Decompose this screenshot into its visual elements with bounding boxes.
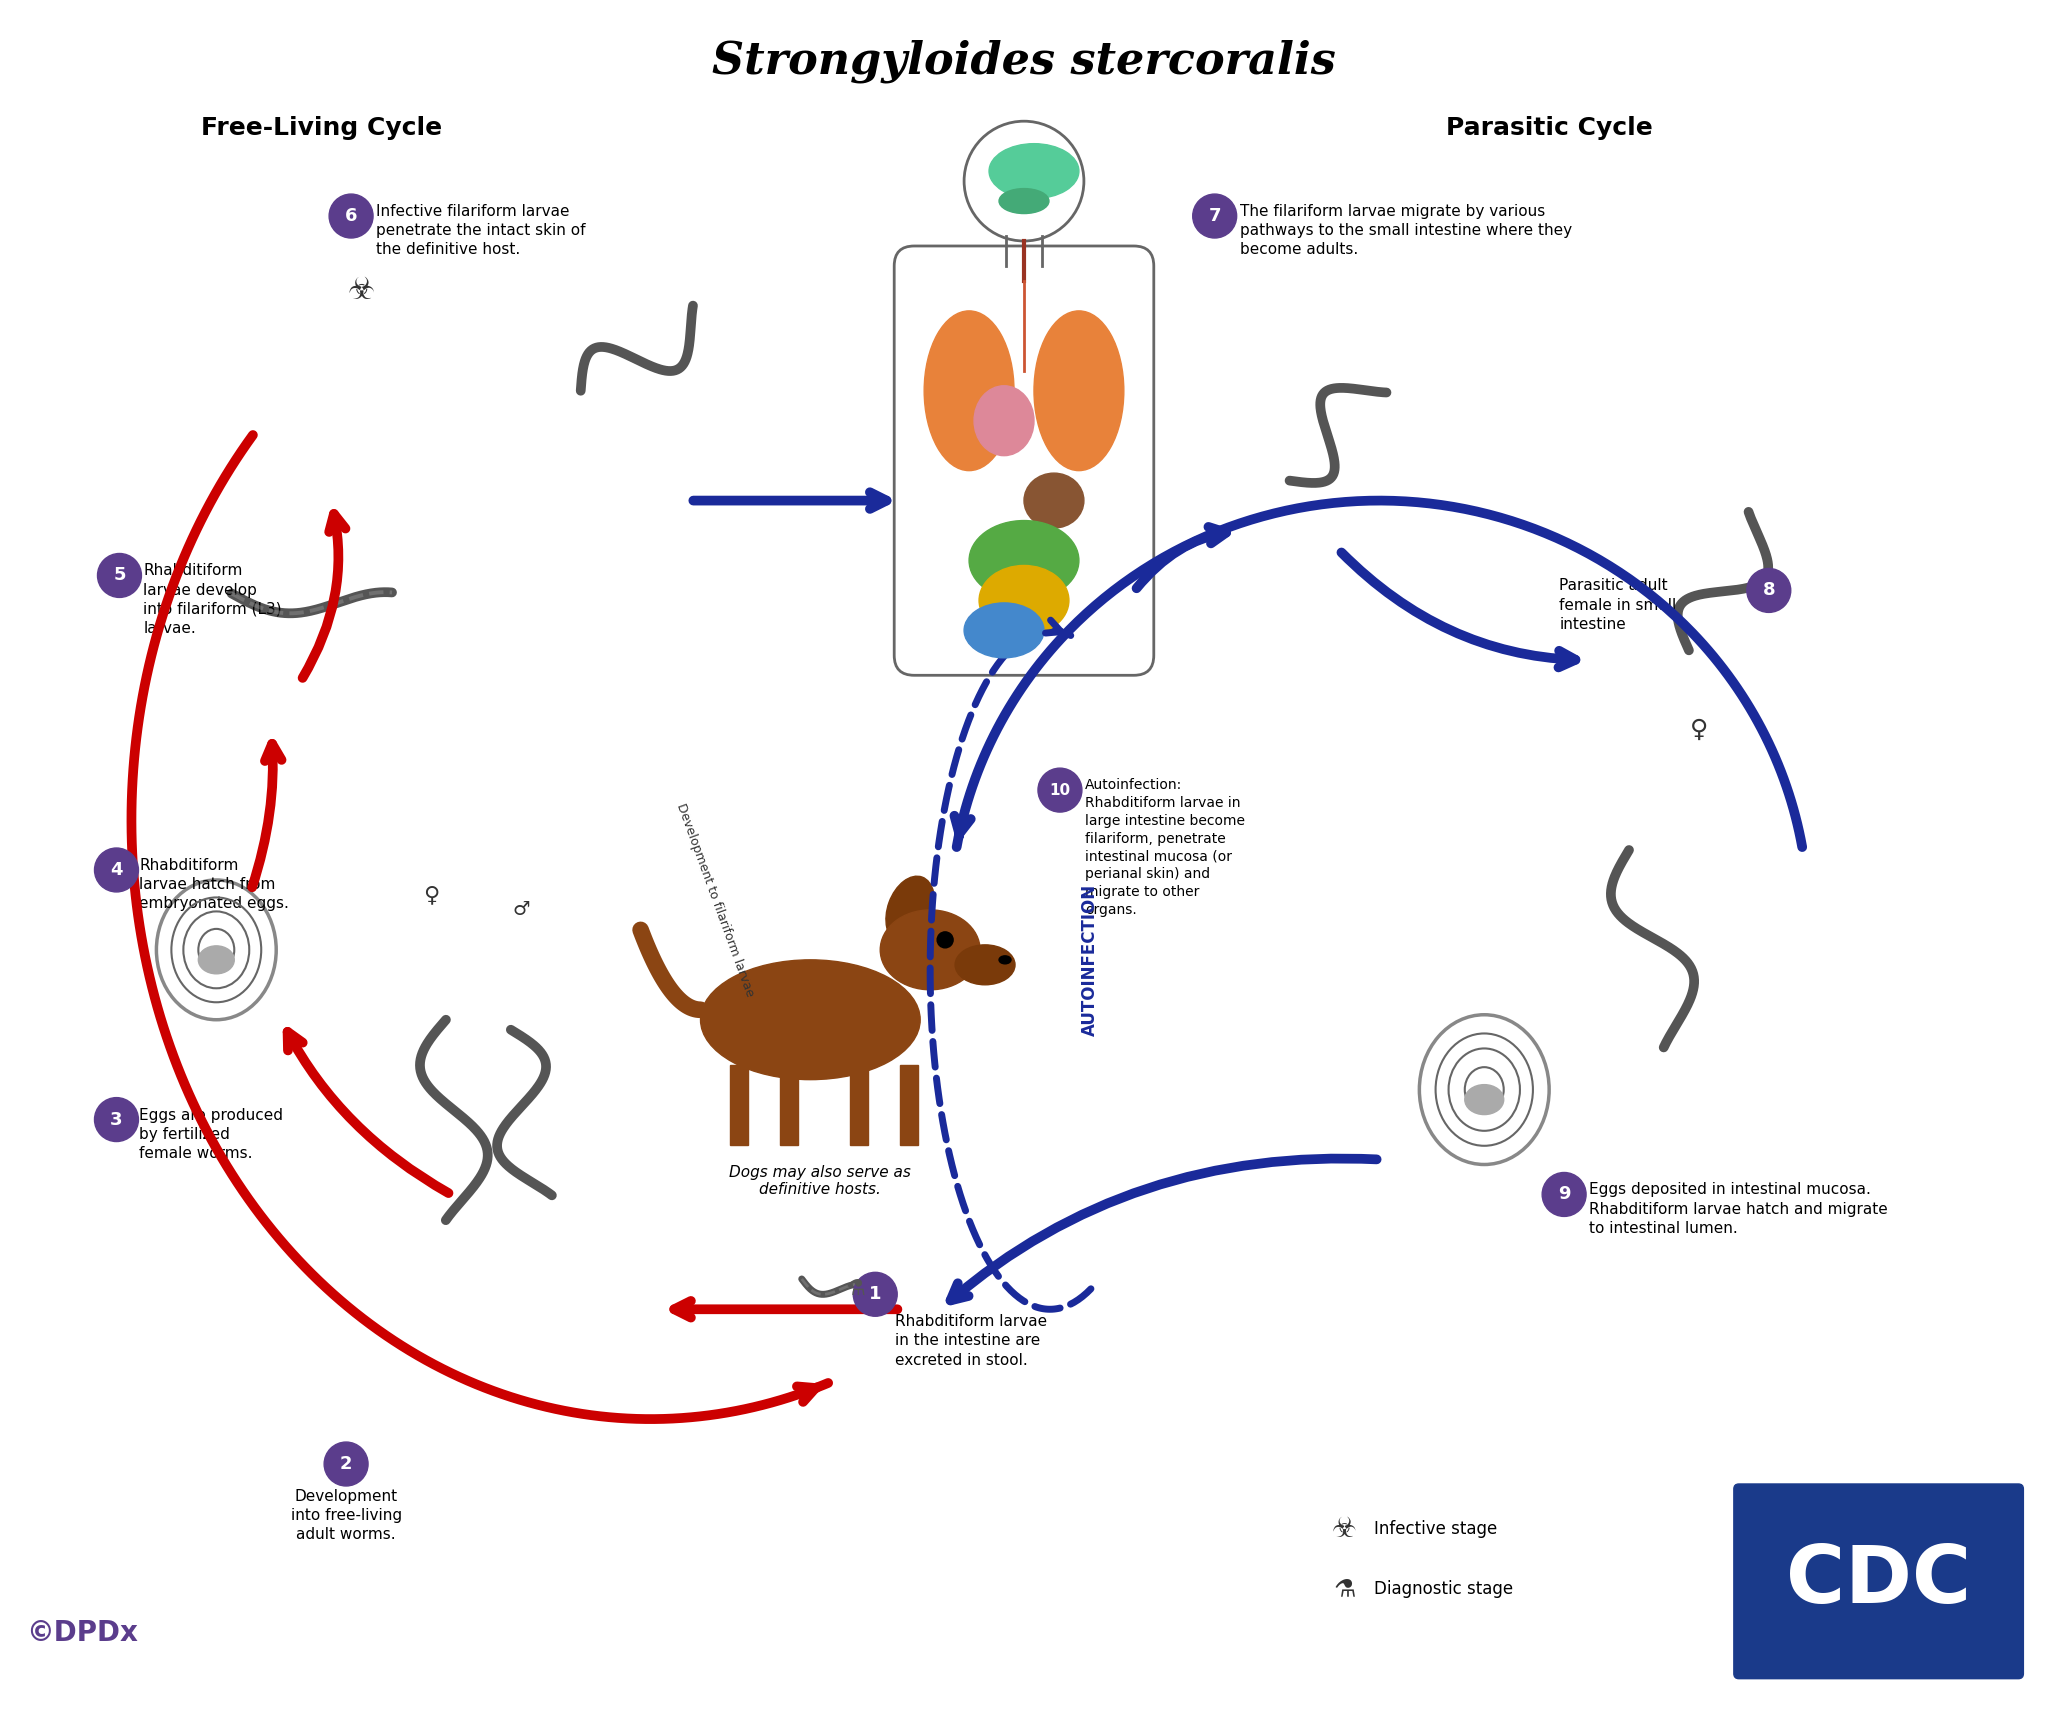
Ellipse shape [954, 946, 1016, 985]
Text: 7: 7 [1208, 208, 1221, 225]
Text: Strongyloides stercoralis: Strongyloides stercoralis [713, 39, 1335, 82]
Ellipse shape [1024, 474, 1083, 529]
Text: 2: 2 [340, 1455, 352, 1472]
Circle shape [330, 194, 373, 239]
Text: ♀: ♀ [1690, 719, 1708, 743]
Text: 10: 10 [1049, 782, 1071, 798]
Circle shape [938, 932, 952, 947]
Text: 4: 4 [111, 861, 123, 879]
Ellipse shape [199, 946, 233, 973]
Circle shape [854, 1272, 897, 1316]
Ellipse shape [969, 520, 1079, 601]
Text: 8: 8 [1763, 582, 1776, 599]
Circle shape [94, 1098, 139, 1141]
Ellipse shape [881, 909, 981, 990]
Ellipse shape [999, 189, 1049, 213]
Text: 3: 3 [111, 1110, 123, 1129]
Text: AUTOINFECTION: AUTOINFECTION [1081, 884, 1100, 1036]
Text: 6: 6 [344, 208, 356, 225]
Bar [1006, 237, 1042, 266]
Text: ⚗: ⚗ [1333, 1577, 1356, 1601]
Circle shape [1192, 194, 1237, 239]
Ellipse shape [965, 602, 1044, 657]
Ellipse shape [887, 877, 934, 944]
Ellipse shape [975, 386, 1034, 456]
Text: ⚗: ⚗ [846, 1280, 864, 1299]
Bar [901, 1064, 918, 1145]
Text: Infective stage: Infective stage [1374, 1520, 1497, 1538]
Text: Parasitic adult
female in small
intestine: Parasitic adult female in small intestin… [1559, 578, 1677, 631]
Text: Eggs are produced
by fertilized
female worms.: Eggs are produced by fertilized female w… [139, 1107, 283, 1162]
Text: Parasitic Cycle: Parasitic Cycle [1446, 117, 1653, 141]
Text: ©DPDx: ©DPDx [27, 1618, 139, 1647]
Circle shape [94, 848, 139, 892]
Circle shape [1542, 1172, 1585, 1217]
Text: 5: 5 [113, 566, 125, 585]
Ellipse shape [700, 959, 920, 1079]
Ellipse shape [1464, 1085, 1503, 1115]
Text: The filariform larvae migrate by various
pathways to the small intestine where t: The filariform larvae migrate by various… [1239, 204, 1571, 257]
Bar [850, 1064, 868, 1145]
FancyBboxPatch shape [1735, 1484, 2023, 1678]
Text: Development
into free-living
adult worms.: Development into free-living adult worms… [291, 1489, 401, 1543]
Text: Dogs may also serve as
definitive hosts.: Dogs may also serve as definitive hosts. [729, 1165, 911, 1196]
Text: Development to filariform larvae: Development to filariform larvae [674, 801, 756, 999]
Text: Free-Living Cycle: Free-Living Cycle [201, 117, 442, 141]
Ellipse shape [999, 956, 1012, 964]
Text: ♀: ♀ [422, 885, 438, 904]
Circle shape [1038, 769, 1081, 812]
Text: 1: 1 [868, 1285, 881, 1302]
Text: ☣: ☣ [348, 276, 375, 305]
Text: CDC: CDC [1786, 1543, 1970, 1620]
Circle shape [1747, 568, 1790, 613]
Text: Diagnostic stage: Diagnostic stage [1374, 1580, 1513, 1598]
Circle shape [324, 1441, 369, 1486]
Bar [731, 1064, 748, 1145]
Circle shape [98, 554, 141, 597]
Ellipse shape [979, 566, 1069, 635]
Ellipse shape [989, 144, 1079, 199]
Text: Infective filariform larvae
penetrate the intact skin of
the definitive host.: Infective filariform larvae penetrate th… [377, 204, 586, 257]
Text: Rhabditiform
larvae hatch from
embryonated eggs.: Rhabditiform larvae hatch from embryonat… [139, 858, 289, 911]
Ellipse shape [1034, 311, 1124, 470]
Text: Autoinfection:
Rhabditiform larvae in
large intestine become
filariform, penetra: Autoinfection: Rhabditiform larvae in la… [1085, 777, 1245, 916]
Text: 9: 9 [1559, 1186, 1571, 1203]
Text: Rhabditiform larvae
in the intestine are
excreted in stool.: Rhabditiform larvae in the intestine are… [895, 1314, 1047, 1368]
Ellipse shape [924, 311, 1014, 470]
Text: Eggs deposited in intestinal mucosa.
Rhabditiform larvae hatch and migrate
to in: Eggs deposited in intestinal mucosa. Rha… [1589, 1182, 1888, 1236]
Text: ♂: ♂ [512, 901, 530, 920]
Text: ☣: ☣ [1331, 1515, 1358, 1543]
Text: Rhabditiform
larvae develop
into filariform (L3)
larvae.: Rhabditiform larvae develop into filarif… [143, 563, 283, 637]
Bar [780, 1064, 799, 1145]
